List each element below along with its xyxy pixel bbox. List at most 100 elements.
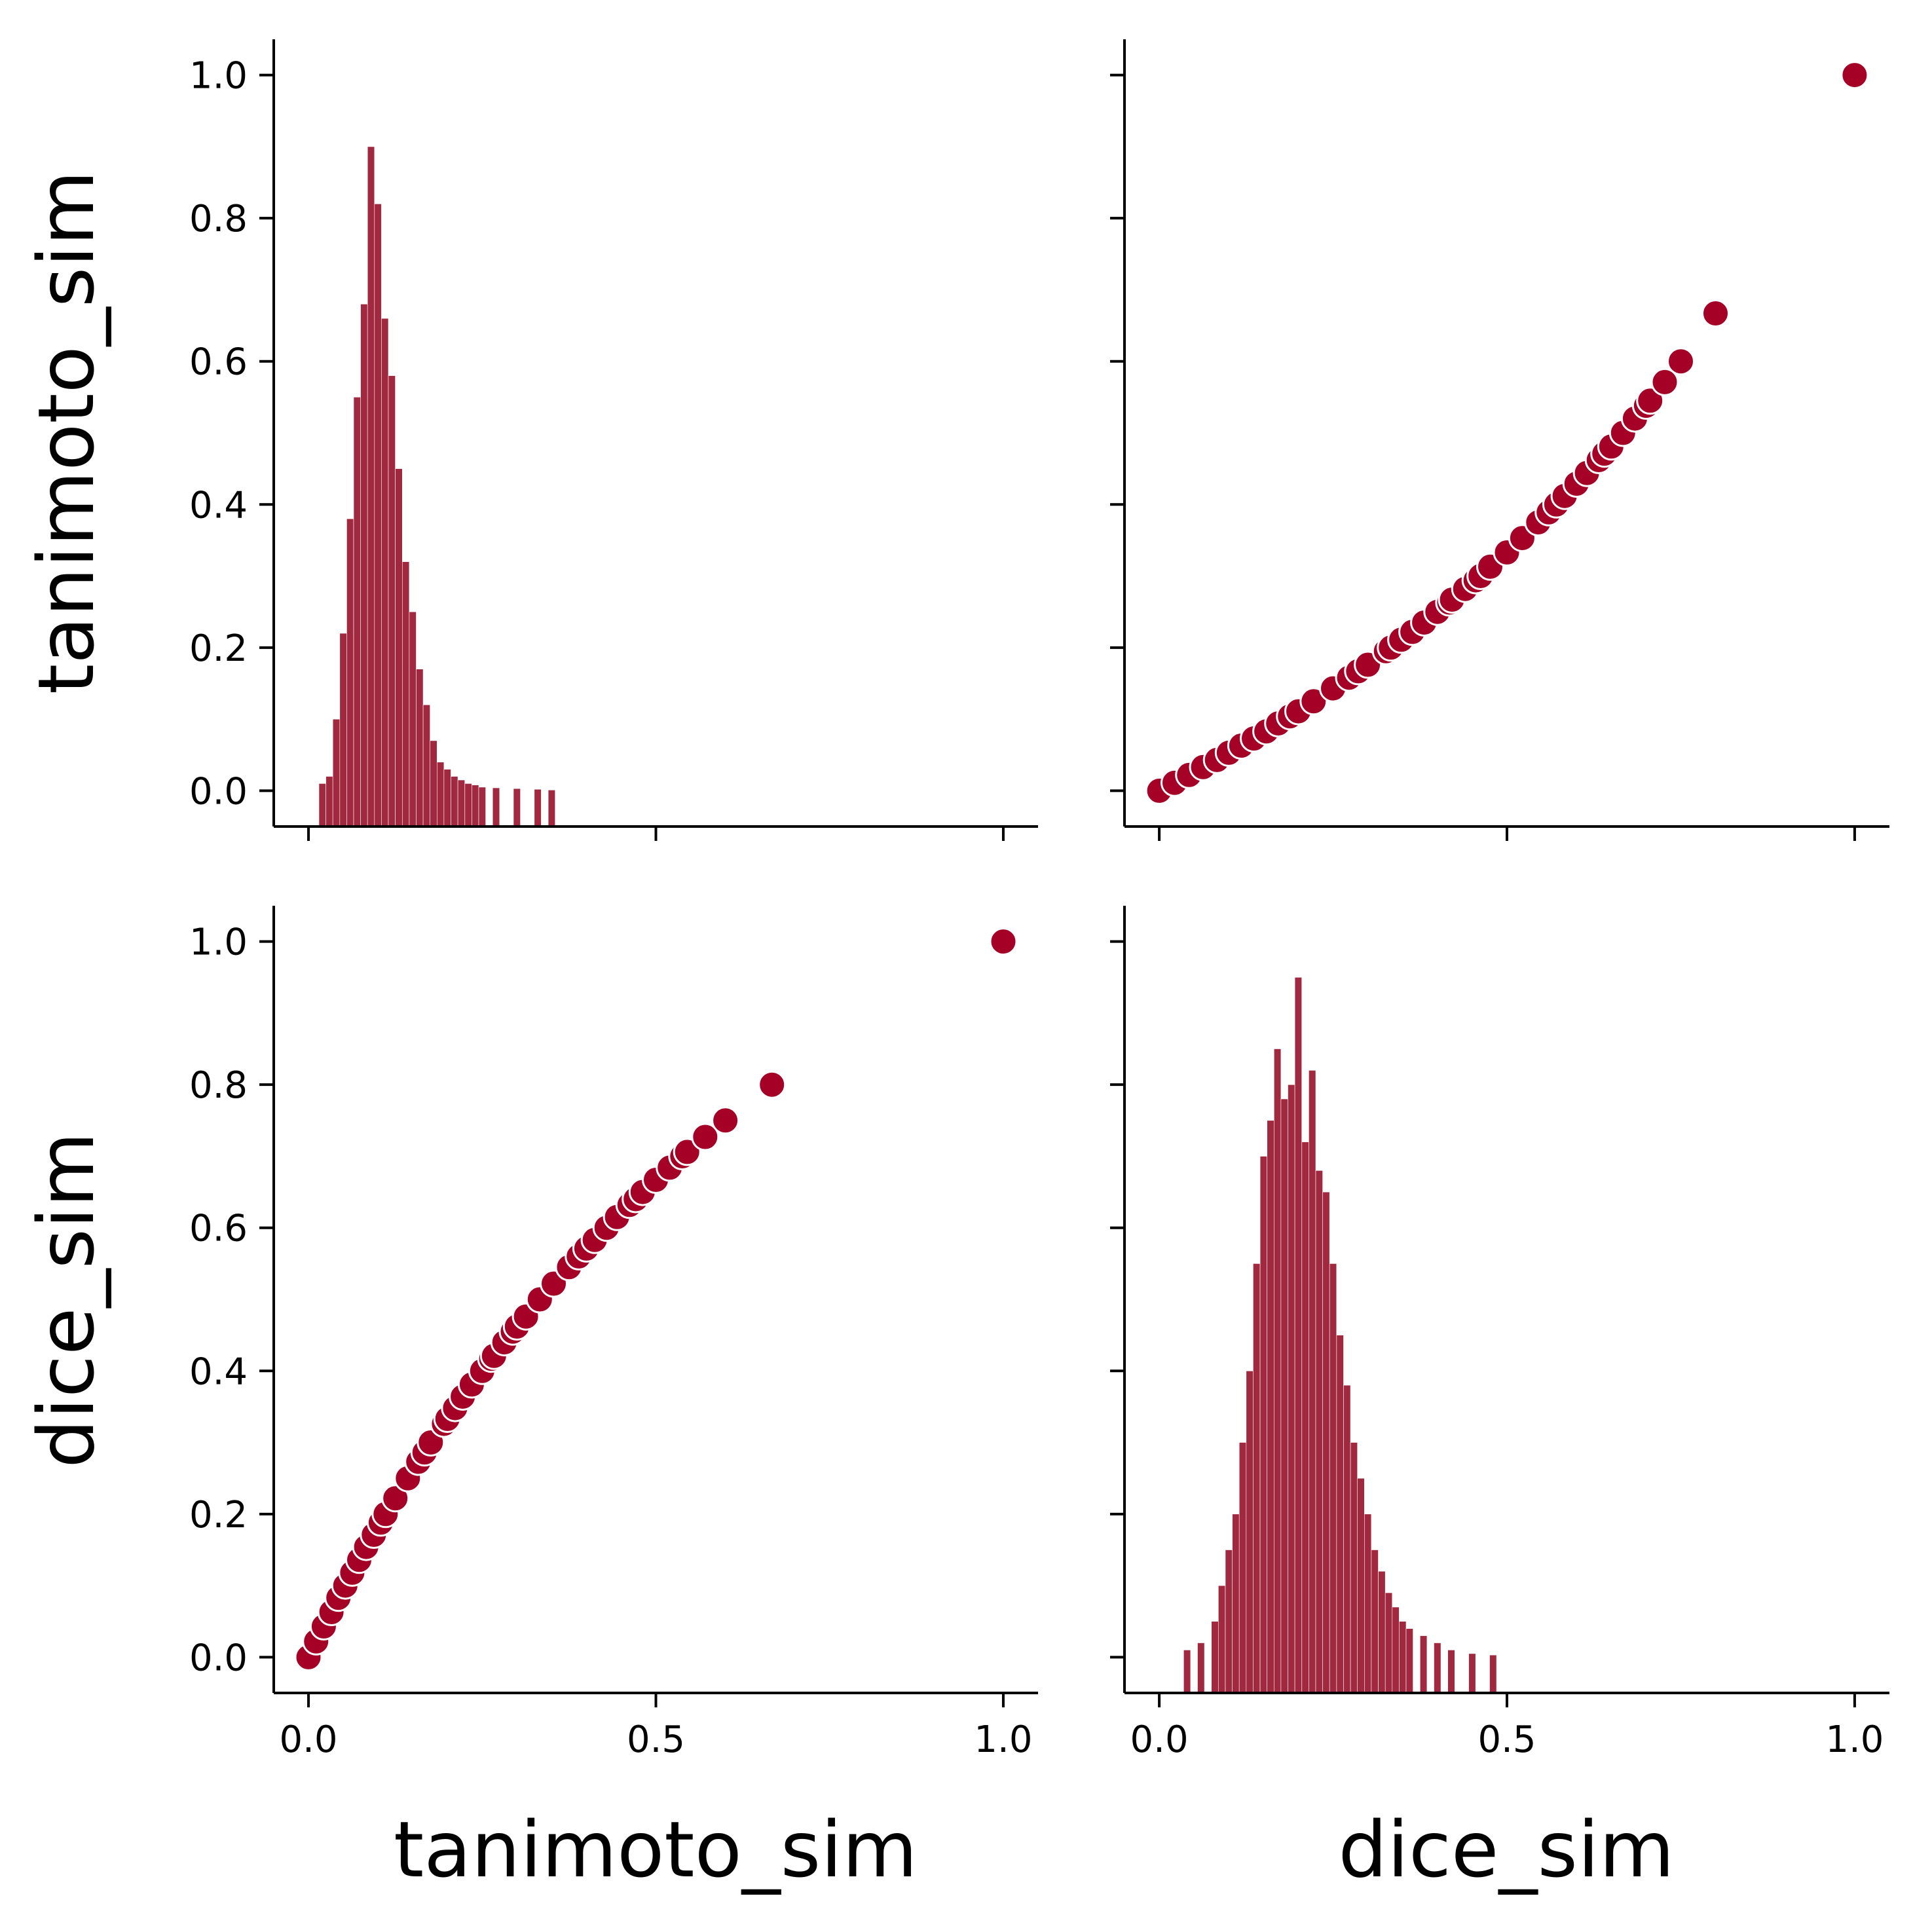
x-tick-label: 1.0 xyxy=(1825,1718,1884,1761)
hist-bar xyxy=(1392,1607,1400,1694)
hist-bar xyxy=(457,779,465,827)
hist-bar xyxy=(1267,1120,1274,1694)
hist-bar xyxy=(1294,977,1302,1694)
y-tick-label: 0.8 xyxy=(189,1064,248,1107)
hist-bar xyxy=(430,740,437,827)
scatter-point xyxy=(381,1484,410,1513)
x-tick-label: 1.0 xyxy=(974,1718,1032,1761)
hist-bar xyxy=(374,203,382,827)
hist-bar xyxy=(464,783,472,827)
y-tick-label: 0.2 xyxy=(189,627,248,670)
ylabel-row-1: dice_sim xyxy=(21,1132,111,1468)
hist-bar xyxy=(1357,1477,1365,1694)
scatter-point xyxy=(691,1123,720,1151)
hist-bar xyxy=(1259,1156,1267,1694)
panel-1-1: 0.0 0.5 1.0 xyxy=(1110,906,1889,1761)
hist-bar xyxy=(1420,1635,1428,1694)
hist-bar xyxy=(451,776,458,827)
hist-bar xyxy=(332,718,341,827)
hist-bar xyxy=(1350,1442,1358,1694)
y-tick-label: 0.4 xyxy=(189,484,248,527)
x-tick-label: 0.5 xyxy=(627,1718,685,1761)
hist-bar xyxy=(1405,1628,1413,1694)
scatter-point xyxy=(1650,367,1679,396)
hist-bar xyxy=(416,669,424,827)
hist-bar xyxy=(1238,1442,1247,1694)
xlabel-col-0: tanimoto_sim xyxy=(394,1804,918,1895)
x-tick-label: 0.0 xyxy=(1130,1718,1189,1761)
hist-bar xyxy=(1274,1049,1282,1694)
hist-bar xyxy=(346,518,354,827)
hist-bar xyxy=(353,397,361,827)
hist-bar xyxy=(1399,1621,1407,1694)
hist-bar xyxy=(513,788,521,827)
x-tick-label: 0.0 xyxy=(280,1718,338,1761)
hist-bar xyxy=(395,468,403,827)
scatter-point xyxy=(758,1070,787,1099)
scatter-point xyxy=(1840,61,1869,90)
hist-bar xyxy=(1280,1098,1288,1694)
hist-bar xyxy=(339,633,347,827)
hist-bar xyxy=(1384,1592,1393,1694)
hist-bar xyxy=(492,787,500,827)
hist-bar xyxy=(1329,1263,1337,1694)
hist-bar xyxy=(1197,1643,1205,1694)
ylabel-row-0: tanimoto_sim xyxy=(21,170,111,694)
hist-bar xyxy=(1371,1550,1379,1694)
scatter-point xyxy=(1701,299,1730,327)
hist-bar xyxy=(1364,1514,1372,1694)
hist-bar xyxy=(1468,1653,1476,1694)
y-tick-label: 0.6 xyxy=(189,1208,248,1250)
hist-bar xyxy=(409,611,417,827)
scatter-point xyxy=(711,1106,740,1135)
y-tick-label: 0.4 xyxy=(189,1350,248,1393)
hist-bar xyxy=(1288,1084,1295,1694)
scatter-point xyxy=(989,927,1018,956)
scatter-point xyxy=(1636,386,1665,415)
hist-bar xyxy=(1232,1514,1240,1694)
hist-bar xyxy=(1301,1142,1309,1694)
hist-bar xyxy=(1489,1654,1497,1694)
xlabel-col-1: dice_sim xyxy=(1338,1804,1674,1895)
hist-bar xyxy=(1447,1650,1455,1694)
hist-bar xyxy=(1218,1585,1226,1694)
y-tick-label: 0.6 xyxy=(189,341,248,384)
scatter-point xyxy=(673,1138,701,1166)
scatter-point xyxy=(1667,347,1695,376)
panels-layer: 0.00.20.40.60.81.00.00.20.40.60.81.00.0 0… xyxy=(189,39,1889,1761)
hist-bar xyxy=(548,790,555,827)
hist-bar xyxy=(478,787,486,827)
y-tick-label: 0.2 xyxy=(189,1494,248,1536)
scatter-point xyxy=(1299,687,1328,716)
hist-bar xyxy=(381,318,389,827)
hist-bar xyxy=(534,789,542,827)
hist-bar xyxy=(1183,1650,1191,1694)
hist-bar xyxy=(367,146,375,827)
panel-1-0: 0.0 0.2 0.4 0.6 0.8 1.0 0.0 0.5 1.0 xyxy=(189,906,1038,1761)
panel-0-0: 0.0 0.2 0.4 0.6 0.8 1.0 xyxy=(189,39,1038,841)
hist-bar xyxy=(443,769,451,827)
hist-bar xyxy=(1211,1621,1219,1694)
hist-bar xyxy=(1343,1384,1351,1694)
hist-bar xyxy=(388,375,396,827)
hist-bar xyxy=(1253,1263,1261,1694)
hist-bar xyxy=(325,776,333,827)
y-tick-label: 0.0 xyxy=(189,1637,248,1679)
hist-bar xyxy=(1246,1371,1254,1694)
hist-bar xyxy=(1434,1643,1441,1694)
hist-bar xyxy=(472,785,479,827)
hist-bar xyxy=(1225,1550,1233,1694)
hist-bar xyxy=(436,762,445,827)
y-tick-label: 1.0 xyxy=(189,55,248,98)
hist-bar xyxy=(401,561,410,827)
y-tick-label: 0.8 xyxy=(189,198,248,240)
hist-bar xyxy=(1336,1335,1344,1694)
hist-bar xyxy=(1315,1170,1323,1694)
hist-bar xyxy=(1309,1070,1316,1694)
hist-bar xyxy=(1322,1191,1330,1694)
y-tick-label: 0.0 xyxy=(189,770,248,813)
x-tick-label: 0.5 xyxy=(1477,1718,1536,1761)
